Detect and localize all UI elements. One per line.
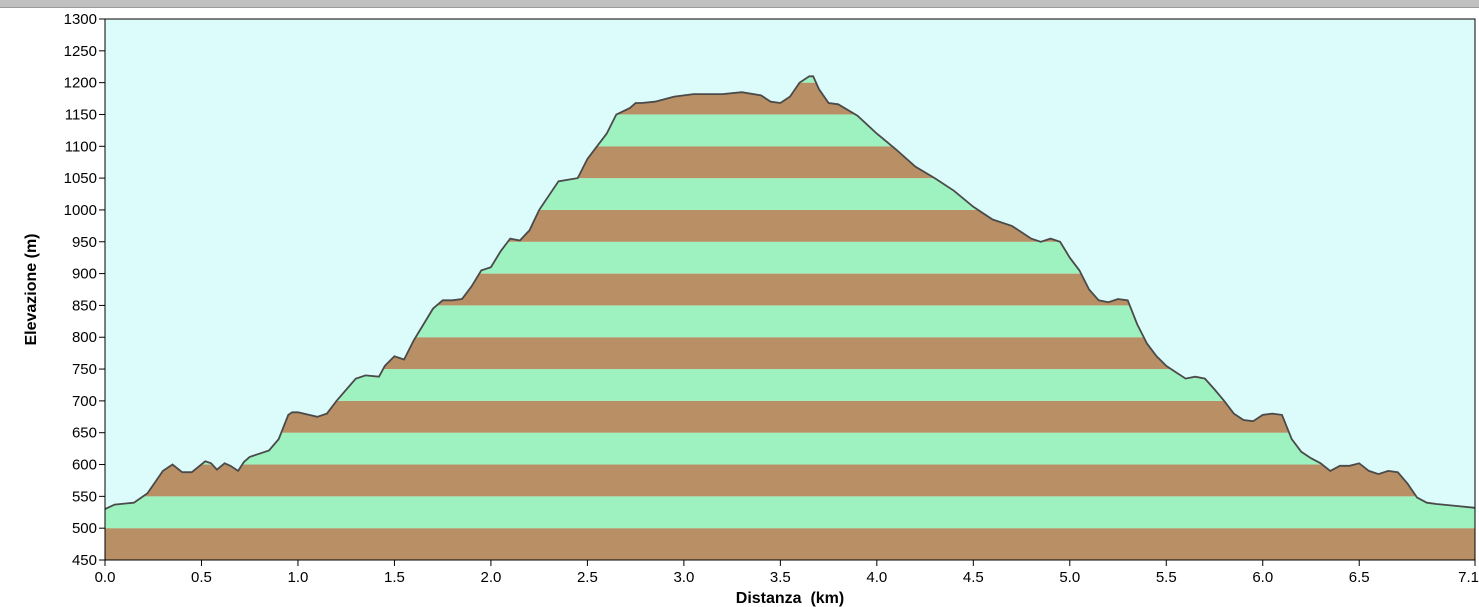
y-tick-label: 750: [72, 361, 97, 378]
y-tick-label: 1200: [64, 75, 97, 92]
x-tick-label: 4.5: [963, 569, 984, 586]
x-tick-label: 4.0: [866, 569, 887, 586]
x-tick-label: 0.0: [95, 569, 116, 586]
y-axis-title: Elevazione (m): [23, 233, 40, 345]
y-tick-label: 1300: [64, 11, 97, 28]
y-tick-label: 1100: [65, 138, 97, 155]
y-tick-label: 450: [72, 552, 97, 569]
x-tick-label: 1.5: [384, 569, 405, 586]
x-tick-label: 3.0: [673, 569, 694, 586]
x-tick-label: 2.5: [577, 569, 598, 586]
elevation-profile-line: [104, 75, 1476, 510]
x-tick-label: 6.5: [1349, 569, 1370, 586]
elevation-band: [105, 464, 1475, 497]
x-tick-label: 2.0: [480, 569, 501, 586]
y-tick-label: 1250: [64, 43, 97, 60]
x-tick-label: 6.0: [1252, 569, 1273, 586]
elevation-band: [105, 432, 1475, 465]
y-tick-label: 550: [72, 488, 97, 505]
window-top-bar: [0, 0, 1479, 8]
y-tick-label: 1050: [64, 170, 97, 187]
elevation-band: [105, 528, 1475, 560]
y-tick-label: 850: [72, 297, 97, 314]
x-axis-title: Distanza (km): [736, 590, 844, 607]
x-tick-label: 5.0: [1059, 569, 1080, 586]
x-tick-label: 7.1: [1458, 569, 1479, 586]
y-axis: 450 500 550 600 650 700 750 800 850 900 950 1000 105…: [64, 11, 105, 569]
y-tick-label: 800: [72, 329, 97, 346]
x-tick-label: 1.0: [288, 569, 309, 586]
y-tick-label: 650: [72, 425, 97, 442]
y-tick-label: 500: [72, 520, 97, 537]
x-tick-label: 0.5: [191, 569, 212, 586]
x-axis: 0.0 0.5 1.0 1.5 2.0 2.5 3.0 3.5 4.0 4.5 5.0 5.5 6.0 6…: [95, 560, 1479, 586]
x-tick-label: 5.5: [1156, 569, 1177, 586]
elevation-band: [105, 496, 1475, 529]
y-tick-label: 1000: [64, 202, 97, 219]
sky-mask: [105, 19, 1475, 510]
y-tick-label: 900: [72, 266, 97, 283]
y-tick-label: 600: [72, 457, 97, 474]
y-tick-label: 950: [72, 234, 97, 251]
y-tick-label: 700: [72, 393, 97, 410]
plot-frame: [104, 18, 1476, 561]
y-tick-label: 1150: [65, 106, 97, 123]
x-tick-label: 3.5: [770, 569, 791, 586]
